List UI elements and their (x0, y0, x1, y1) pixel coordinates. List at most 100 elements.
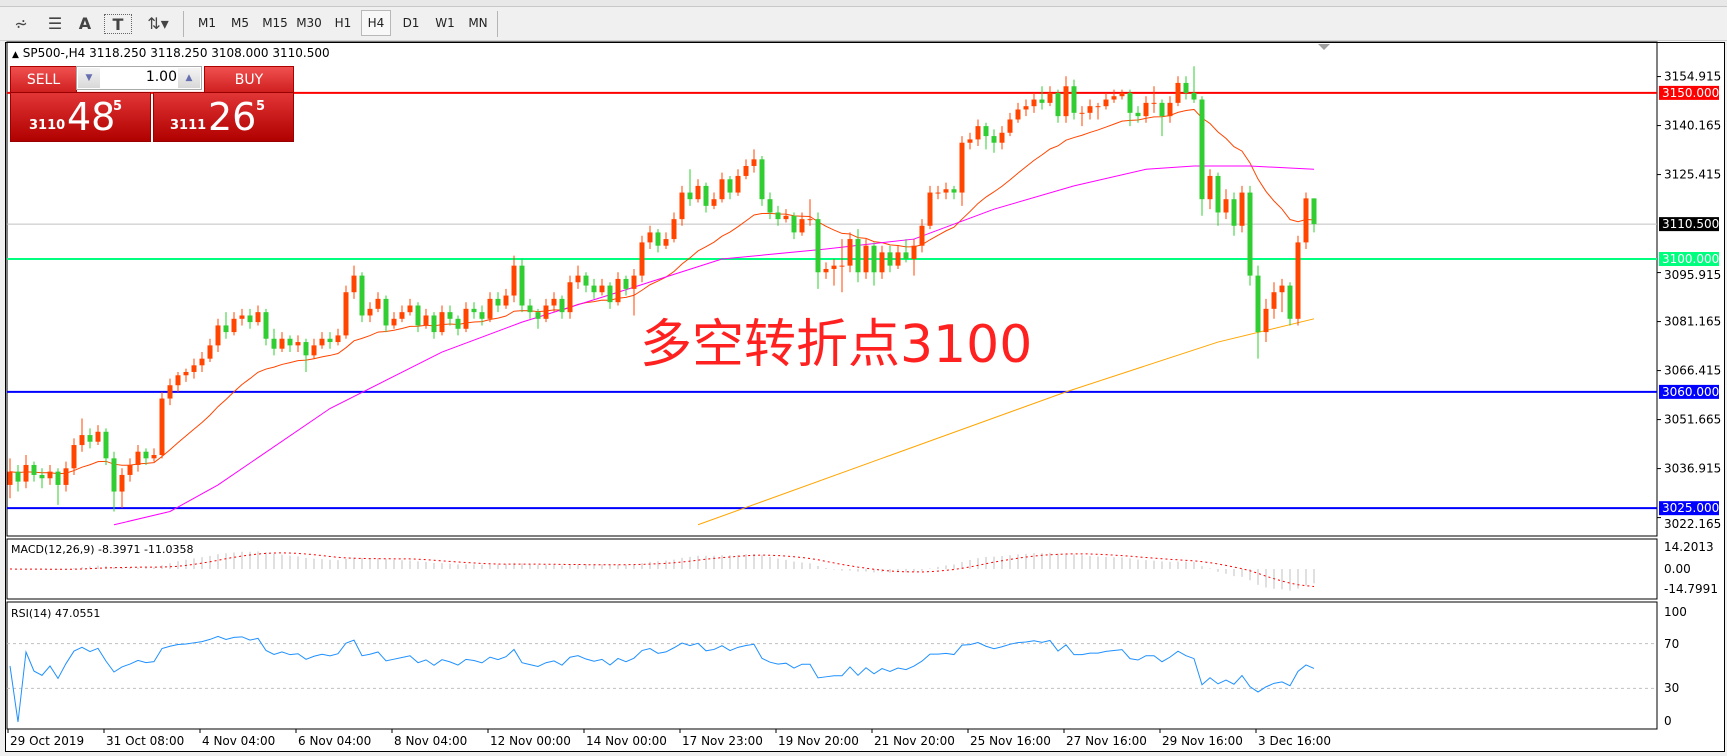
sell-price-pips: 48 (67, 95, 116, 139)
candle-body (1183, 82, 1189, 93)
macd-axis-label: 0.00 (1664, 562, 1691, 576)
candle-body (319, 338, 325, 346)
candle-body (759, 159, 765, 200)
candle (863, 239, 869, 279)
candle-body (311, 345, 317, 356)
candle (319, 332, 325, 349)
timeframe-mn[interactable]: MN (468, 16, 488, 30)
candle-body (1143, 102, 1149, 117)
x-tick-label: 21 Nov 20:00 (874, 734, 955, 748)
candle-body (1063, 86, 1069, 117)
candle (1311, 198, 1317, 233)
candle-body (863, 245, 869, 273)
ma-slow-line (697, 318, 1315, 526)
toolbar-separator (497, 11, 498, 37)
candle-body (991, 136, 997, 143)
macd-axis-label: -14.7991 (1664, 582, 1718, 596)
candle-body (943, 189, 949, 193)
text-label-icon[interactable]: T (104, 14, 132, 34)
candle (495, 292, 501, 313)
candle-body (1087, 106, 1093, 113)
candle-body (1287, 285, 1293, 319)
candle-body (879, 252, 885, 273)
x-tick-label: 12 Nov 00:00 (490, 734, 571, 748)
timeframe-d1[interactable]: D1 (402, 16, 420, 30)
candle (23, 455, 29, 489)
candle (167, 378, 173, 406)
buy-price-button[interactable]: 3111 26 5 (153, 92, 294, 142)
candle (975, 119, 981, 147)
x-tick-label: 4 Nov 04:00 (202, 734, 275, 748)
arrows-dropdown-icon[interactable]: ⇅▾ (147, 13, 169, 33)
decrease-lot-icon[interactable]: ▼ (78, 68, 100, 88)
candle-body (71, 445, 77, 469)
candle (655, 229, 661, 253)
buy-button[interactable]: BUY (204, 66, 294, 93)
candle (879, 245, 885, 279)
candle (1127, 89, 1133, 127)
candle (687, 169, 693, 206)
candle (1303, 192, 1309, 250)
candle-body (447, 312, 453, 319)
timeframe-m5[interactable]: M5 (231, 16, 249, 30)
candle (767, 192, 773, 220)
fibonacci-fan-icon[interactable]: ⩫ (14, 13, 28, 33)
timeframe-h4[interactable]: H4 (361, 10, 391, 36)
timeframe-m30[interactable]: M30 (296, 16, 322, 30)
candle-body (791, 215, 797, 233)
candle (831, 259, 837, 286)
timeframe-m15[interactable]: M15 (262, 16, 288, 30)
candle (663, 232, 669, 250)
candle (439, 305, 445, 336)
chart-annotation-text[interactable]: 多空转折点3100 (640, 315, 1033, 375)
candle (839, 239, 845, 293)
candle (743, 159, 749, 180)
candle-body (1159, 102, 1165, 117)
candle-body (15, 471, 21, 482)
candle-body (1279, 285, 1285, 293)
x-tick-label: 8 Nov 04:00 (394, 734, 467, 748)
chart-window[interactable] (5, 42, 1725, 752)
increase-lot-icon[interactable]: ▲ (178, 68, 200, 88)
sell-button[interactable]: SELL (10, 66, 77, 93)
y-tick-label: 3125.415 (1664, 168, 1721, 182)
timeframe-m1[interactable]: M1 (198, 16, 216, 30)
sell-price-button[interactable]: 3110 48 5 (10, 92, 151, 142)
collapse-triangle-icon[interactable]: ▲ (12, 50, 19, 60)
candle-body (1031, 99, 1037, 107)
candle (55, 468, 61, 505)
candle-body (951, 189, 957, 193)
candle-body (103, 431, 109, 459)
candle (935, 185, 941, 200)
candle (727, 175, 733, 200)
candle (463, 302, 469, 333)
timeframe-h1[interactable]: H1 (334, 16, 352, 30)
candle (287, 335, 293, 353)
candle (815, 212, 821, 289)
candle (615, 272, 621, 306)
x-tick-label: 17 Nov 23:00 (682, 734, 763, 748)
hline-label-bg (1659, 501, 1719, 516)
lot-size-input[interactable]: 1.00 (145, 69, 177, 85)
candle-body (1215, 175, 1221, 213)
candle (1231, 192, 1237, 236)
x-tick-label: 29 Oct 2019 (10, 734, 84, 748)
candle-body (63, 468, 69, 485)
candle-body (495, 298, 501, 306)
candle-body (239, 315, 245, 319)
candle-body (543, 305, 549, 319)
candle-body (255, 312, 261, 323)
fibonacci-lines-icon[interactable]: ☰ (47, 13, 63, 33)
text-icon[interactable]: A (78, 13, 92, 33)
candle (855, 229, 861, 283)
timeframe-w1[interactable]: W1 (435, 16, 455, 30)
candle-body (919, 225, 925, 246)
candle-body (623, 278, 629, 289)
chart-shift-icon[interactable] (1318, 44, 1330, 50)
candle (71, 438, 77, 475)
candle-body (303, 342, 309, 356)
candle (967, 132, 973, 150)
lot-size-stepper[interactable]: ▼ 1.00 ▲ (76, 66, 202, 90)
candle-body (1263, 308, 1269, 333)
